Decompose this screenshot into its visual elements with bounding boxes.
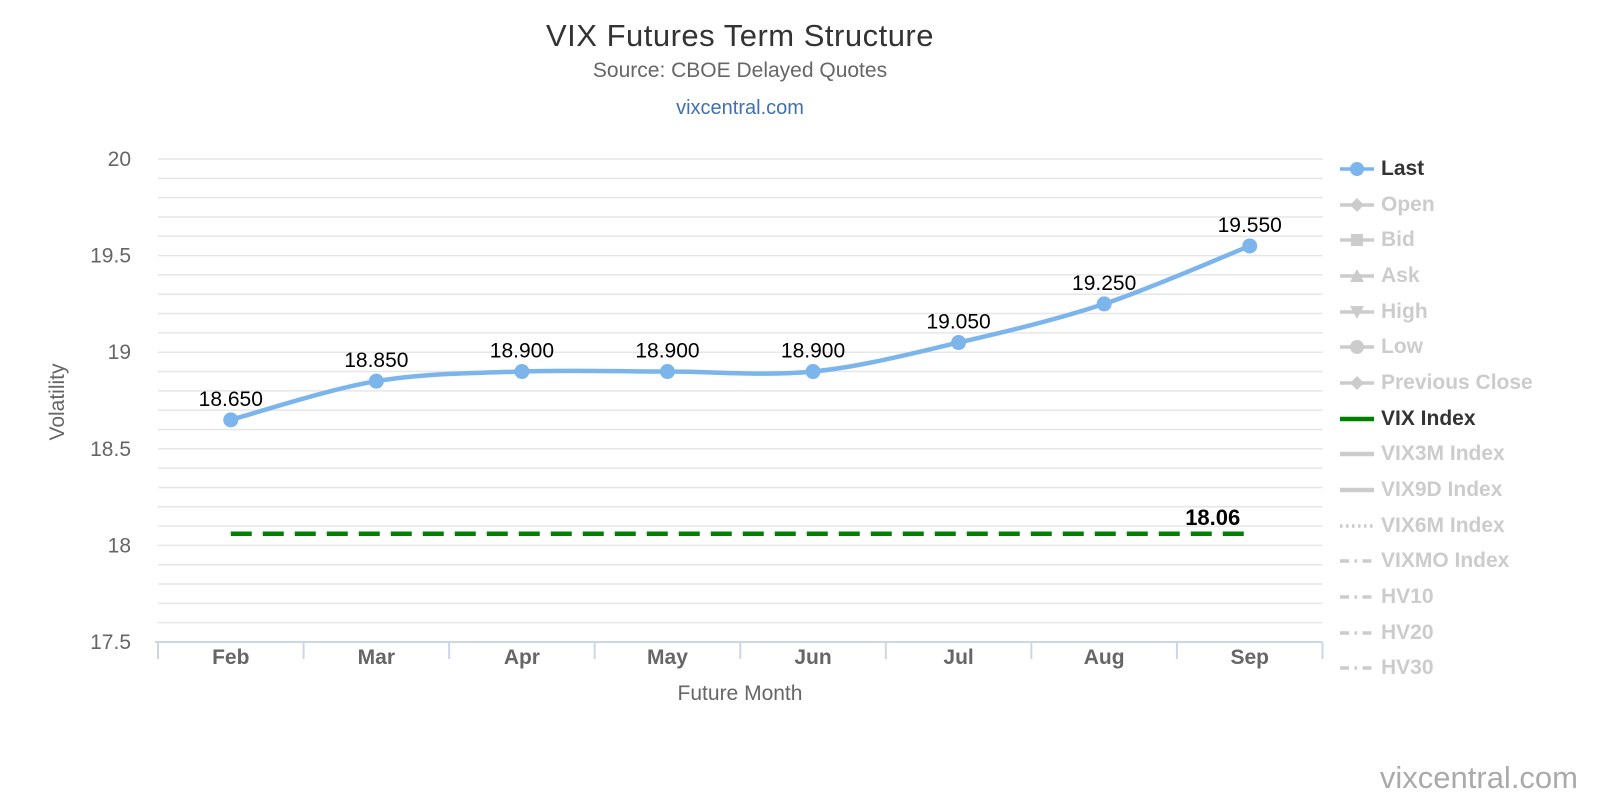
diamond-marker-icon <box>1340 375 1374 390</box>
chart-subtitle: Source: CBOE Delayed Quotes <box>592 59 888 82</box>
legend-label: HV10 <box>1381 585 1434 609</box>
diamond-marker-icon <box>1340 197 1374 212</box>
triangle-up-marker-icon <box>1340 268 1374 282</box>
chart-title: VIX Futures Term Structure <box>546 18 934 53</box>
x-tick-label-sep: Sep <box>1230 646 1269 669</box>
triangle-down-marker-icon <box>1340 305 1374 319</box>
square-marker-icon <box>1340 234 1374 247</box>
data-label-apr: 18.900 <box>490 340 554 363</box>
data-point-sep[interactable] <box>1242 238 1258 254</box>
line-dotted-marker-icon <box>1340 523 1374 528</box>
last-series-line <box>228 243 1252 423</box>
x-tick-label-mar: Mar <box>358 646 395 669</box>
y-tick-label: 20 <box>108 148 131 171</box>
legend-label: VIX Index <box>1381 406 1476 430</box>
x-tick-label-feb: Feb <box>212 646 249 669</box>
legend-item-high[interactable]: High <box>1340 294 1533 330</box>
line-marker-icon <box>1340 452 1374 457</box>
y-tick-label: 19 <box>108 341 131 364</box>
legend-item-bid[interactable]: Bid <box>1340 222 1533 258</box>
circle-marker-icon <box>1340 340 1374 355</box>
legend-label: Low <box>1381 335 1423 359</box>
line-dashdot-marker-icon <box>1340 595 1374 599</box>
legend-item-hv30[interactable]: HV30 <box>1340 651 1533 687</box>
x-axis-title: Future Month <box>677 682 803 705</box>
legend-item-hv10[interactable]: HV10 <box>1340 579 1533 615</box>
legend-label: VIX6M Index <box>1381 513 1505 537</box>
data-label-aug: 19.250 <box>1072 272 1136 295</box>
legend-label: Previous Close <box>1381 370 1533 394</box>
watermark: vixcentral.com <box>1379 760 1578 795</box>
legend-item-vix6m-index[interactable]: VIX6M Index <box>1340 508 1533 544</box>
line-dashdot-marker-icon <box>1340 666 1374 671</box>
legend-label: Last <box>1381 156 1425 180</box>
y-tick-label: 18 <box>108 534 131 557</box>
legend-item-vixmo-index[interactable]: VIXMO Index <box>1340 544 1533 580</box>
y-tick-label: 19.5 <box>90 245 131 268</box>
legend-item-ask[interactable]: Ask <box>1340 258 1533 294</box>
line-marker-icon <box>1340 416 1374 421</box>
data-label-may: 18.900 <box>635 340 699 363</box>
legend-item-hv20[interactable]: HV20 <box>1340 615 1533 651</box>
data-point-may[interactable] <box>659 364 675 380</box>
data-label-jun: 18.900 <box>781 340 845 363</box>
data-label-jul: 19.050 <box>926 311 990 334</box>
legend-item-open[interactable]: Open <box>1340 187 1533 223</box>
legend-label: Open <box>1381 192 1435 216</box>
legend-label: VIXMO Index <box>1381 549 1510 573</box>
legend-label: VIX3M Index <box>1381 442 1505 466</box>
data-point-mar[interactable] <box>368 373 384 389</box>
legend-item-vix9d-index[interactable]: VIX9D Index <box>1340 472 1533 508</box>
x-tick-label-jul: Jul <box>943 646 973 669</box>
legend-item-vix-index[interactable]: VIX Index <box>1340 401 1533 437</box>
legend-label: High <box>1381 299 1428 323</box>
x-tick-label-aug: Aug <box>1084 646 1125 669</box>
legend-label: VIX9D Index <box>1381 478 1503 502</box>
x-tick-label-jun: Jun <box>794 646 831 669</box>
vixcentral-link[interactable]: vixcentral.com <box>676 97 804 119</box>
x-tick-label-apr: Apr <box>504 646 540 669</box>
line-dashdot-marker-icon <box>1340 559 1374 564</box>
data-label-feb: 18.650 <box>199 388 263 411</box>
line-marker-icon <box>1340 487 1374 493</box>
legend-item-previous-close[interactable]: Previous Close <box>1340 365 1533 401</box>
legend-item-low[interactable]: Low <box>1340 329 1533 365</box>
data-label-sep: 19.550 <box>1218 214 1282 237</box>
legend-label: HV20 <box>1381 620 1434 644</box>
legend: Last Open Bid Ask High Low Previous Close VIX I… <box>1340 151 1533 686</box>
x-tick-label-may: May <box>647 646 688 669</box>
circle-marker-icon <box>1340 161 1374 176</box>
legend-label: Ask <box>1381 263 1420 287</box>
line-dashdot-marker-icon <box>1340 631 1374 635</box>
data-label-mar: 18.850 <box>344 349 408 372</box>
data-point-jun[interactable] <box>805 364 821 380</box>
data-point-jul[interactable] <box>951 335 967 351</box>
data-point-apr[interactable] <box>514 364 530 380</box>
legend-label: HV30 <box>1381 656 1434 680</box>
data-point-feb[interactable] <box>223 412 239 428</box>
vix-index-label: 18.06 <box>1185 505 1240 530</box>
data-point-aug[interactable] <box>1096 296 1112 312</box>
y-tick-label: 18.5 <box>90 438 131 461</box>
y-tick-label: 17.5 <box>90 631 131 654</box>
legend-item-last[interactable]: Last <box>1340 151 1533 187</box>
legend-item-vix3m-index[interactable]: VIX3M Index <box>1340 437 1533 473</box>
legend-label: Bid <box>1381 228 1415 252</box>
